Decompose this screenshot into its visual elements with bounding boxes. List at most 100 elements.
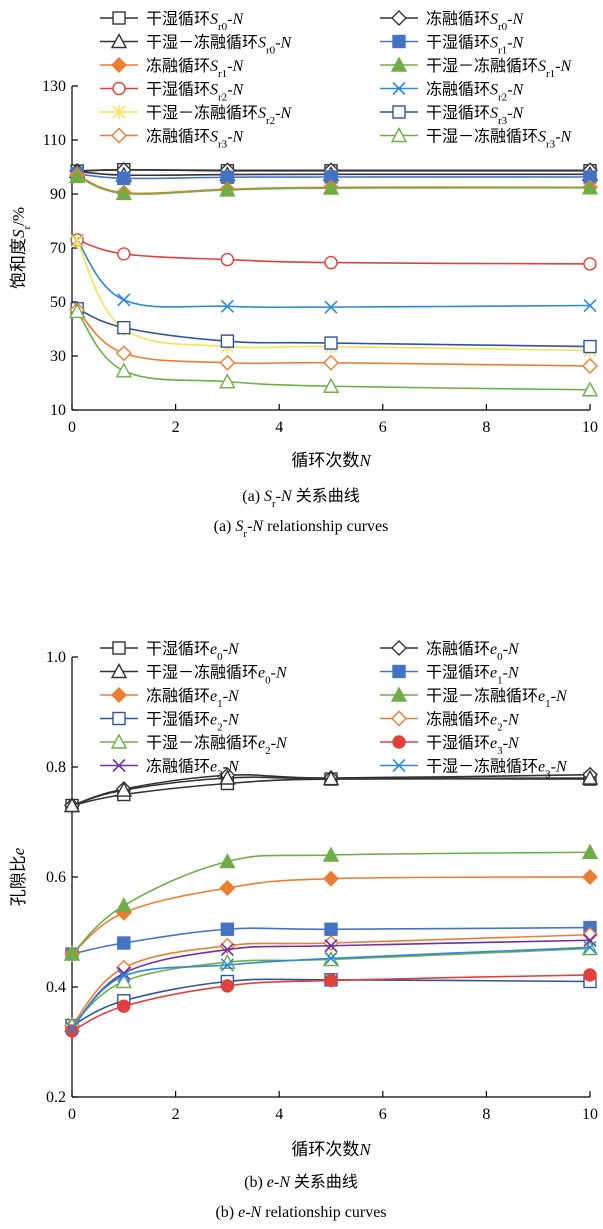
- legend-label: 干湿循环e3-N: [426, 734, 520, 757]
- legend-item: 干湿－冻融循环e3-N: [380, 758, 568, 781]
- legend-marker: [110, 663, 128, 679]
- x-tick-label: 2: [172, 1106, 180, 1123]
- legend-label: 干湿－冻融循环Sr0-N: [146, 34, 293, 57]
- x-tick-label: 8: [482, 1106, 490, 1123]
- data-point: [220, 943, 234, 957]
- legend-marker: [112, 105, 126, 119]
- data-point: [581, 843, 599, 859]
- series-line: [71, 876, 591, 955]
- legend-label: 干湿－冻融循环Sr3-N: [426, 128, 573, 151]
- series-a-6: [70, 233, 597, 271]
- x-axis-label: 循环次数N: [291, 451, 372, 470]
- legend-marker: [112, 711, 126, 726]
- series-a-5: [69, 167, 599, 201]
- series-b-2: [63, 769, 599, 813]
- legend-item: 干湿循环e3-N: [380, 734, 520, 757]
- legend-item: 冻融循环e0-N: [380, 640, 520, 663]
- data-point: [583, 940, 597, 954]
- legend-item: 干湿－冻融循环e2-N: [100, 733, 288, 757]
- legend-marker: [392, 664, 406, 679]
- x-tick-label: 0: [68, 419, 76, 436]
- data-point: [117, 999, 131, 1013]
- legend-item: 干湿循环e0-N: [100, 640, 240, 663]
- data-point: [63, 945, 81, 961]
- data-point: [69, 167, 86, 184]
- series-a-11: [69, 302, 599, 397]
- series-line: [76, 310, 591, 391]
- legend-label: 干湿－冻融循环Sr1-N: [426, 57, 573, 80]
- chart-a: 10 30 50 70 90 110 130 0 2 4 6 8 10 循环次数N 饱和度Sr/% 干湿循环S…: [9, 10, 599, 540]
- series-b-11: [65, 940, 597, 1035]
- series-a-7: [70, 233, 597, 314]
- data-point: [322, 846, 340, 862]
- data-point: [583, 257, 597, 271]
- data-point: [583, 968, 597, 982]
- data-point: [115, 184, 132, 201]
- data-point: [583, 339, 597, 354]
- data-point: [324, 951, 338, 965]
- data-point: [220, 958, 234, 972]
- legend-item: 干湿－冻融循环e0-N: [100, 663, 288, 687]
- legend-marker: [390, 686, 408, 702]
- legend-marker: [392, 735, 406, 749]
- x-tick-label: 2: [172, 419, 180, 436]
- x-tick-label: 4: [275, 1106, 283, 1123]
- legend-label: 干湿循环Sr0-N: [146, 10, 245, 33]
- legend-label: 冻融循环Sr1-N: [146, 57, 245, 80]
- legend-marker: [390, 127, 408, 143]
- legend-item: 冻融循环Sr1-N: [100, 57, 245, 80]
- data-point: [324, 300, 338, 314]
- data-point: [219, 354, 236, 371]
- data-point: [581, 769, 599, 785]
- data-point: [219, 853, 236, 869]
- data-point: [324, 973, 338, 988]
- data-point: [65, 1021, 79, 1035]
- series-a-10: [69, 302, 598, 374]
- series-line: [76, 309, 591, 367]
- legend-label: 冻融循环e3-N: [146, 758, 240, 781]
- x-tick-label: 8: [482, 419, 490, 436]
- legend-marker: [392, 34, 406, 49]
- x-tick-label: 0: [68, 1106, 76, 1123]
- series-line: [71, 933, 591, 1027]
- y-tick-label: 1.0: [46, 649, 66, 666]
- legend-marker: [391, 710, 407, 727]
- legend-item: 干湿－冻融循环Sr2-N: [100, 104, 293, 127]
- data-point: [323, 870, 339, 887]
- y-tick-label: 0.8: [46, 759, 66, 776]
- data-point: [220, 979, 235, 993]
- data-point: [582, 358, 598, 374]
- data-point: [324, 922, 338, 936]
- legend-marker: [391, 640, 407, 656]
- data-point: [581, 179, 599, 195]
- y-tick-label: 130: [42, 78, 66, 95]
- data-point: [323, 354, 339, 371]
- legend-marker: [111, 687, 127, 703]
- legend-marker: [112, 641, 126, 655]
- data-point: [115, 781, 132, 797]
- legend-item: 干湿－冻融循环Sr3-N: [380, 127, 573, 151]
- legend-item: 干湿－冻融循环Sr1-N: [380, 56, 573, 80]
- data-point: [324, 255, 338, 270]
- y-tick-label: 0.6: [46, 869, 66, 886]
- legend-marker: [392, 105, 406, 119]
- series-line: [71, 939, 591, 1029]
- data-point: [322, 179, 340, 195]
- legend-label: 干湿循环e1-N: [426, 664, 520, 687]
- y-axis-label: 饱和度Sr/%: [9, 207, 33, 289]
- data-point: [324, 336, 338, 350]
- data-point: [115, 897, 132, 913]
- data-point: [70, 234, 84, 249]
- y-tick-label: 110: [43, 132, 66, 149]
- data-point: [582, 869, 598, 885]
- data-point: [65, 1024, 79, 1038]
- legend-label: 冻融循环Sr2-N: [426, 81, 525, 104]
- legend-marker: [110, 33, 128, 49]
- chart-b: 0.2 0.4 0.6 0.8 1.0 0 2 4 6 8 10 循环次数N 孔隙比e 干湿循环e0-N 冻…: [9, 640, 599, 1221]
- legend-marker: [110, 733, 128, 749]
- caption-en: (a) Sr-N relationship curves: [214, 518, 389, 540]
- legend-item: 冻融循环e1-N: [100, 687, 240, 710]
- legend-label: 干湿－冻融循环e2-N: [146, 734, 288, 757]
- series-line: [76, 239, 591, 309]
